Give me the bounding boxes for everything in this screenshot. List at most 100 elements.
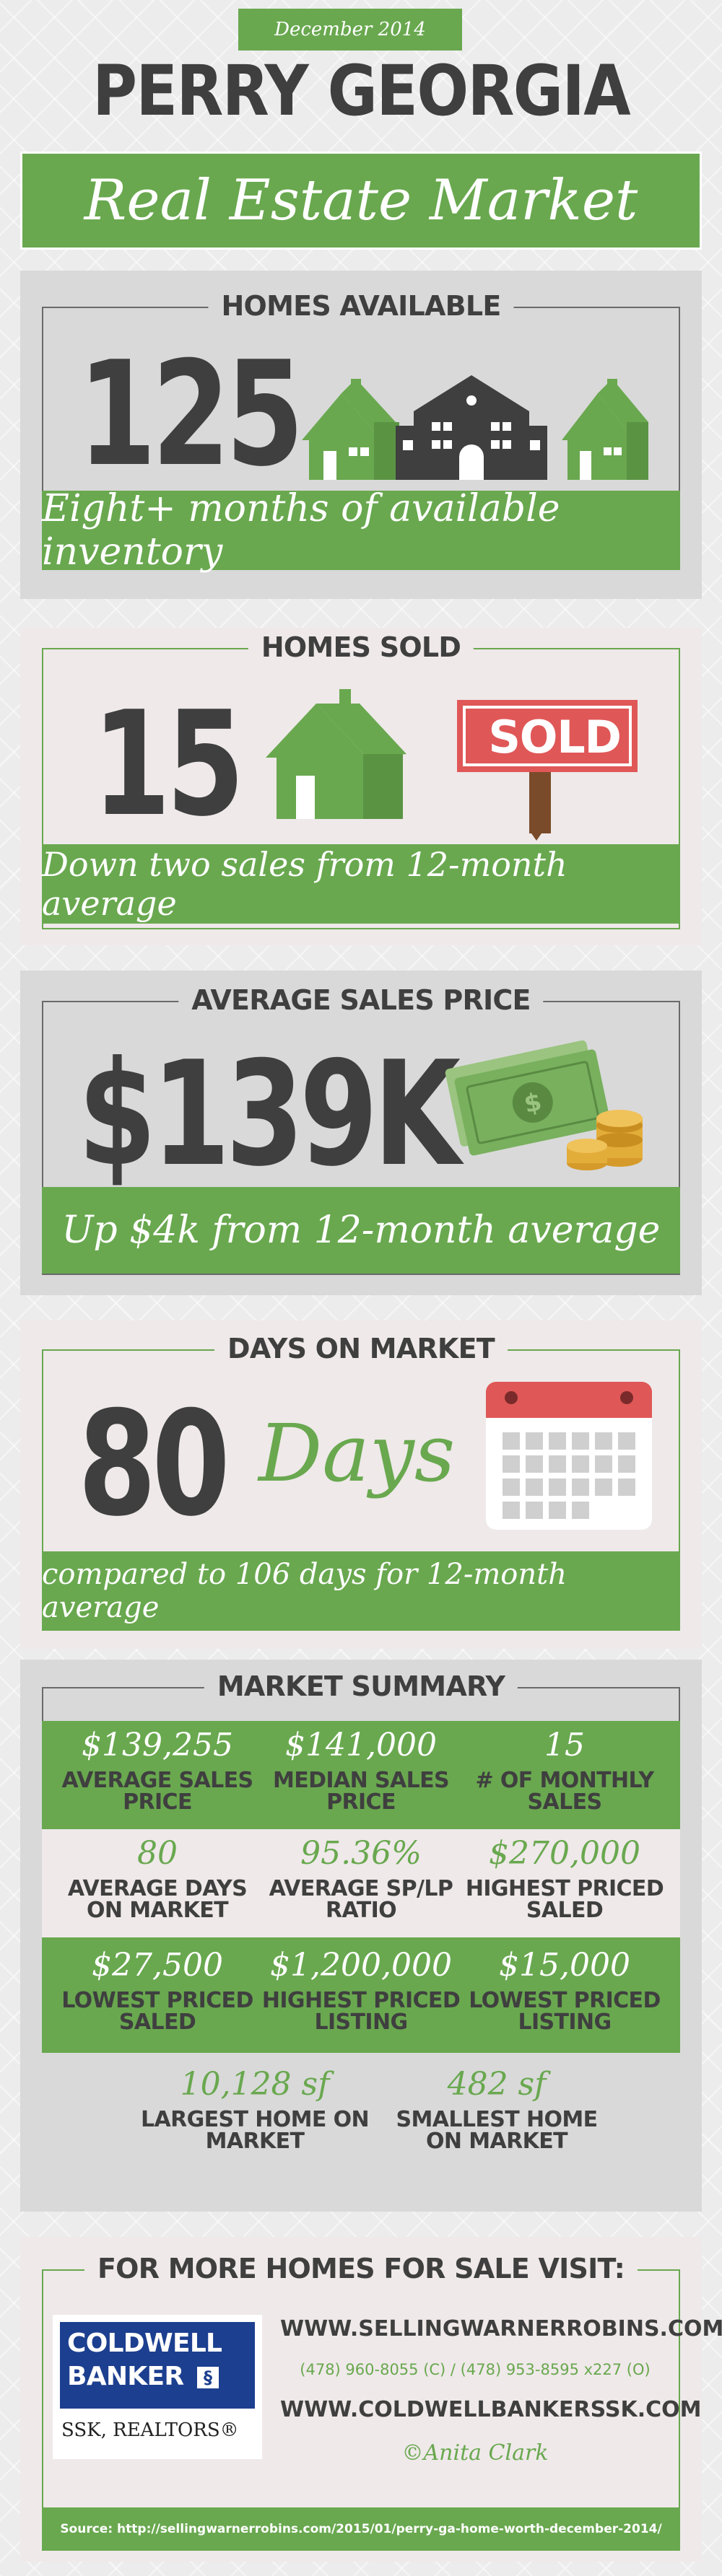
calendar-day-cell [503, 1432, 520, 1450]
avg-price-value: $139K [78, 1030, 461, 1199]
summary-cell: $27,500 LOWEST PRICED SALED [49, 1948, 266, 2033]
days-on-market-caption: compared to 106 days for 12-month averag… [42, 1551, 680, 1631]
homes-sold-caption: Down two sales from 12-month average [42, 844, 680, 924]
footer-panel: FOR MORE HOMES FOR SALE VISIT: COLDWELL … [20, 2237, 722, 2562]
page-title: PERRY GEORGIA [92, 51, 630, 131]
calendar-day-cell [526, 1478, 543, 1496]
calendar-day-cell [595, 1478, 612, 1496]
website-link-2[interactable]: WWW.COLDWELLBANKERSSK.COM [280, 2397, 702, 2422]
summary-row-band [42, 2053, 680, 2192]
days-on-market-panel: DAYS ON MARKET 80 Days compared to 106 d… [20, 1320, 702, 1649]
calendar-day-cell [572, 1478, 589, 1496]
summary-cell: $15,000 LOWEST PRICED LISTING [456, 1948, 673, 2033]
house-icon [266, 689, 406, 819]
summary-value: $15,000 [499, 1947, 630, 1984]
small-house-icon-left [302, 379, 399, 480]
money-icon: $ [445, 1040, 643, 1170]
website-link-1[interactable]: WWW.SELLINGWARNERROBINS.COM [280, 2316, 722, 2341]
calendar-day-cell [595, 1432, 612, 1450]
avg-price-label: AVERAGE SALES PRICE [178, 986, 544, 1014]
avg-price-panel: AVERAGE SALES PRICE $139K $ Up $4k from … [20, 971, 702, 1295]
calendar-day-cell [549, 1502, 566, 1519]
calendar-day-cell [618, 1455, 635, 1473]
calendar-day-cell [503, 1502, 520, 1519]
summary-cell: 10,128 sf LARGEST HOME ON MARKET [139, 2067, 370, 2152]
author-credit: ©Anita Clark [401, 2440, 549, 2466]
summary-value: $27,500 [92, 1947, 223, 1984]
summary-cell: 482 sf SMALLEST HOME ON MARKET [381, 2067, 612, 2152]
summary-label: LOWEST PRICED SALED [61, 1988, 253, 2036]
summary-value: 95.36% [300, 1835, 422, 1872]
summary-label: AVERAGE DAYS ON MARKET [67, 1876, 248, 1924]
source-line[interactable]: Source: http://sellingwarnerrobins.com/2… [42, 2507, 680, 2551]
calendar-icon [486, 1382, 652, 1530]
summary-label: HIGHEST PRICED SALED [465, 1876, 664, 1924]
summary-value: 482 sf [447, 2066, 547, 2103]
summary-cell: 15 # OF MONTHLY SALES [456, 1727, 673, 1813]
phone-numbers: (478) 960-8055 (C) / (478) 953-8595 x227… [300, 2361, 651, 2378]
date-tag: December 2014 [238, 9, 462, 51]
logo-sub: SSK, REALTORS® [61, 2419, 239, 2441]
small-house-icon-right [562, 379, 648, 480]
summary-label: AVERAGE SALES PRICE [61, 1768, 253, 1815]
summary-value: 15 [544, 1727, 585, 1764]
calendar-day-cell [526, 1432, 543, 1450]
avg-price-caption: Up $4k from 12-month average [42, 1187, 680, 1274]
coldwell-banker-logo: COLDWELL BANKER § SSK, REALTORS® [53, 2315, 262, 2459]
calendar-day-cell [549, 1455, 566, 1473]
calendar-day-cell [526, 1455, 543, 1473]
homes-sold-panel: HOMES SOLD 15 SOLD Down two sales from 1… [20, 628, 702, 945]
houses-illustration [302, 375, 648, 480]
summary-label: SMALLEST HOME ON MARKET [396, 2107, 598, 2155]
summary-cell: $139,255 AVERAGE SALES PRICE [49, 1727, 266, 1815]
summary-row-band [42, 1829, 680, 1937]
calendar-day-cell [526, 1502, 543, 1519]
logo-line2: BANKER [67, 2362, 184, 2391]
summary-value: $139,255 [82, 1727, 233, 1764]
calendar-day-cell [572, 1455, 589, 1473]
summary-row-band [42, 1937, 680, 2053]
sold-sign-icon [457, 700, 638, 841]
summary-label: HIGHEST PRICED LISTING [261, 1988, 461, 2036]
calendar-day-cell [503, 1478, 520, 1496]
summary-value: $141,000 [285, 1727, 437, 1764]
calendar-day-cell [549, 1432, 566, 1450]
summary-cell: $141,000 MEDIAN SALES PRICE [253, 1727, 469, 1815]
summary-cell: $1,200,000 HIGHEST PRICED LISTING [253, 1948, 469, 2033]
days-on-market-value: 80 [78, 1380, 230, 1548]
logo-blue-box [60, 2322, 255, 2409]
homes-available-label: HOMES AVAILABLE [208, 292, 514, 320]
mansion-icon [396, 375, 547, 480]
calendar-day-cell [595, 1455, 612, 1473]
page-subtitle: Real Estate Market [20, 152, 702, 250]
logo-line1: COLDWELL [67, 2329, 222, 2358]
summary-value: 10,128 sf [180, 2066, 330, 2103]
summary-cell: $270,000 HIGHEST PRICED SALED [456, 1836, 673, 1922]
summary-label: AVERAGE SP/LP RATIO [269, 1876, 453, 1924]
calendar-day-cell [618, 1478, 635, 1496]
coins-icon [567, 1110, 643, 1170]
days-on-market-label: DAYS ON MARKET [214, 1335, 508, 1362]
homes-available-caption: Eight+ months of available inventory [42, 487, 680, 574]
summary-cell: 95.36% AVERAGE SP/LP RATIO [253, 1836, 469, 1922]
summary-cell: 80 AVERAGE DAYS ON MARKET [49, 1836, 266, 1922]
summary-label: MEDIAN SALES PRICE [272, 1768, 450, 1815]
summary-value: 80 [137, 1835, 178, 1872]
market-summary-panel: MARKET SUMMARY $139,255 AVERAGE SALES PR… [20, 1660, 702, 2212]
sold-sign-text: SOLD [488, 711, 622, 763]
summary-label: LOWEST PRICED LISTING [469, 1988, 661, 2036]
calendar-day-cell [572, 1502, 589, 1519]
footer-label: FOR MORE HOMES FOR SALE VISIT: [84, 2255, 638, 2282]
days-word: Days [258, 1407, 456, 1499]
calendar-day-cell [572, 1432, 589, 1450]
market-summary-label: MARKET SUMMARY [204, 1673, 518, 1700]
homes-sold-value: 15 [92, 680, 245, 849]
calendar-day-cell [503, 1455, 520, 1473]
summary-value: $1,200,000 [270, 1947, 452, 1984]
summary-label: LARGEST HOME ON MARKET [140, 2107, 370, 2155]
calendar-day-cell [549, 1478, 566, 1496]
calendar-day-cell [618, 1432, 635, 1450]
logo-mark-icon: § [197, 2367, 219, 2388]
homes-sold-label: HOMES SOLD [248, 634, 474, 661]
homes-available-panel: HOMES AVAILABLE 125 [20, 271, 702, 599]
